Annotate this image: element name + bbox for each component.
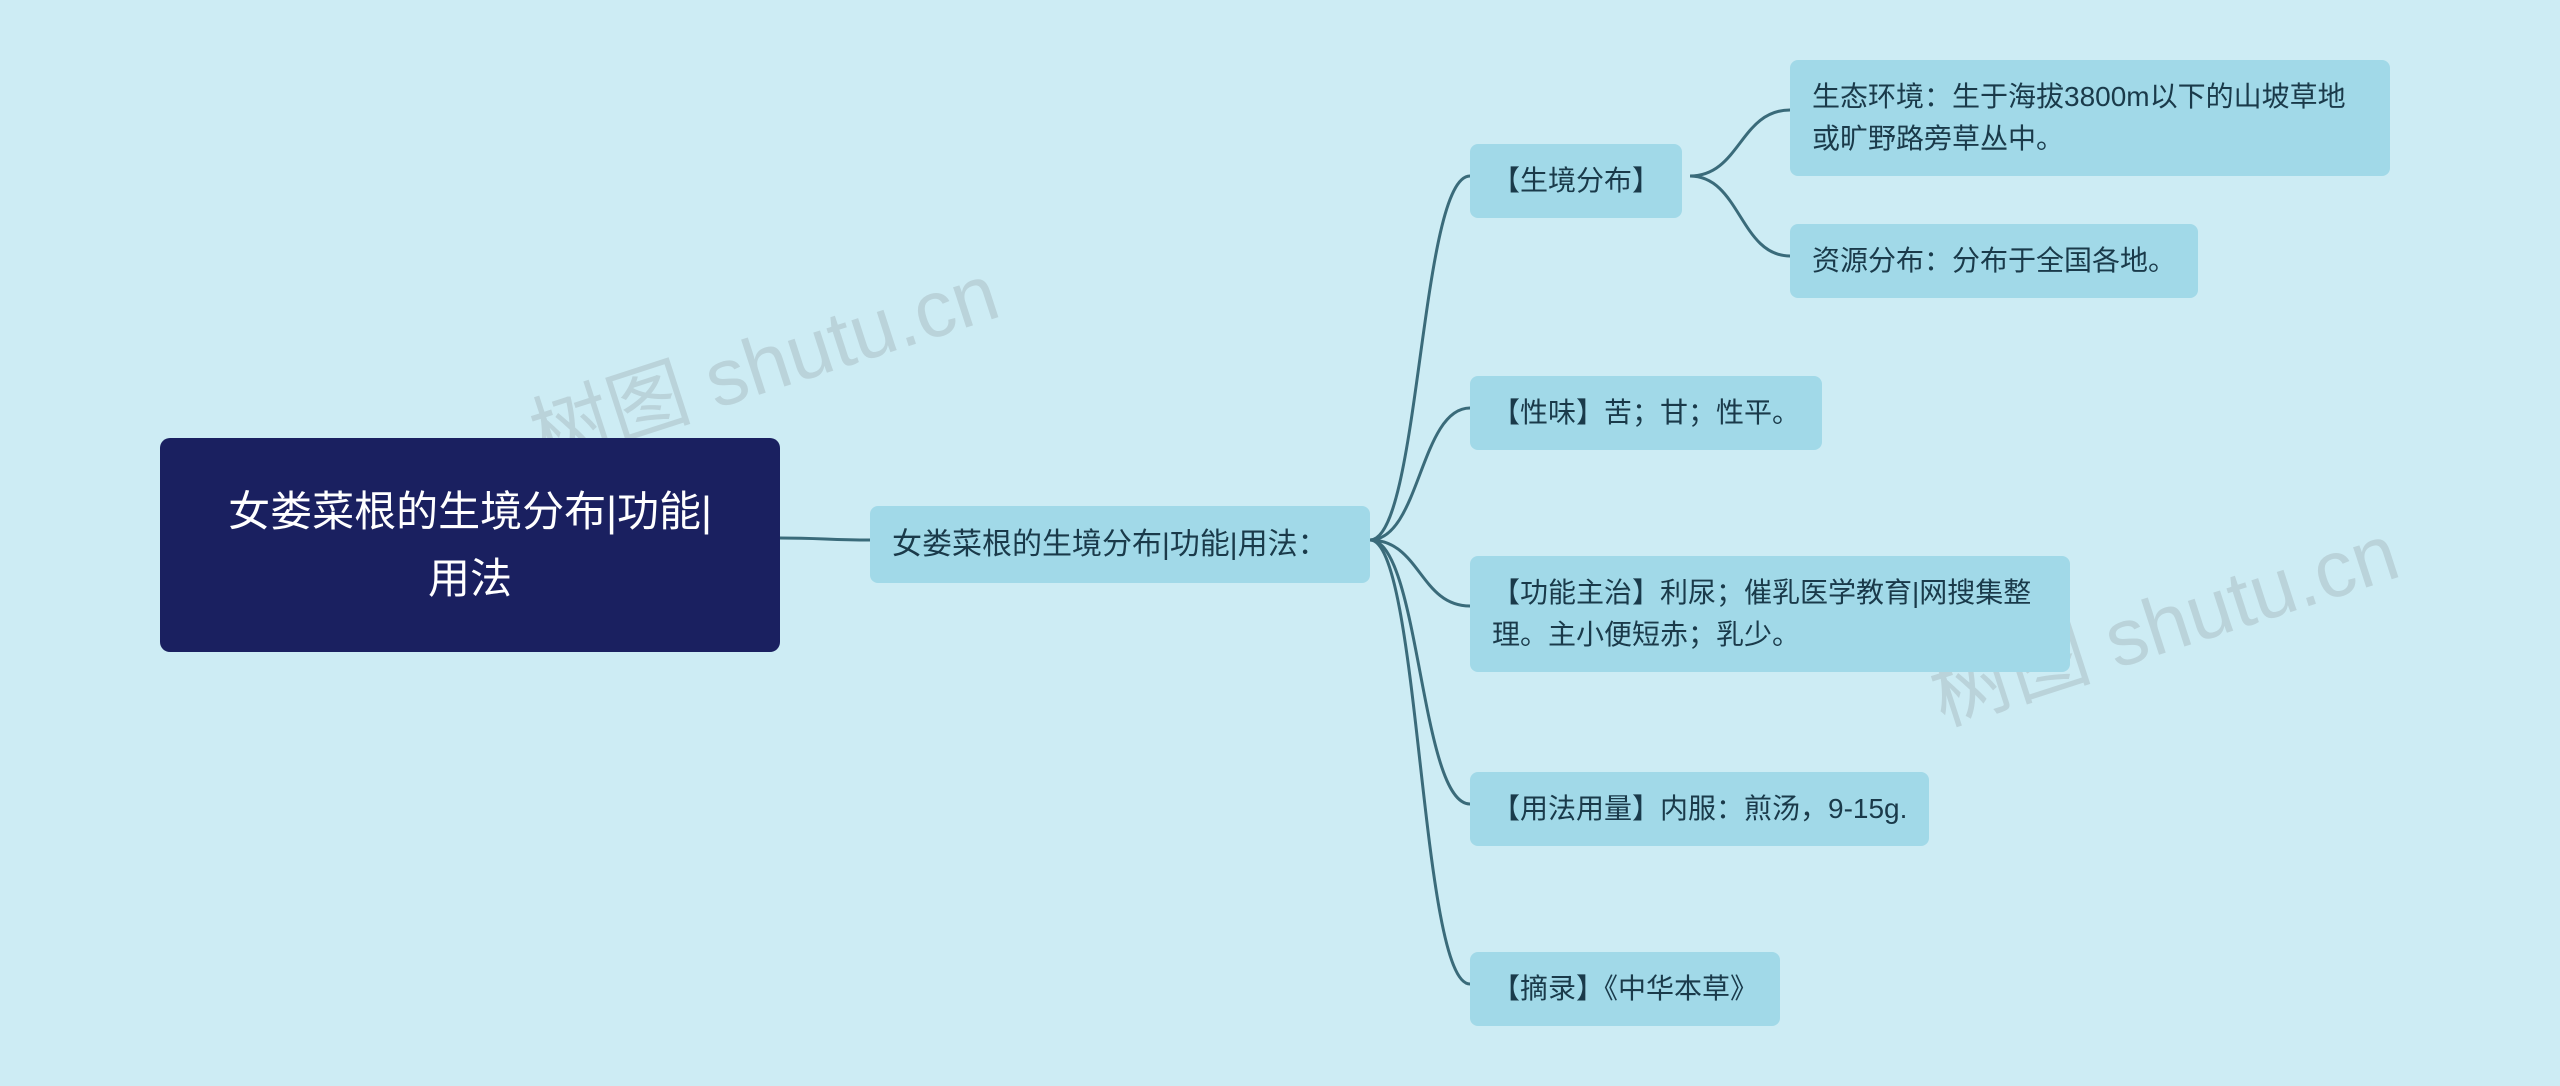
node-habitat[interactable]: 【生境分布】 (1470, 144, 1682, 218)
node-excerpt[interactable]: 【摘录】《中华本草》 (1470, 952, 1780, 1026)
node-habitat-label: 【生境分布】 (1492, 165, 1660, 196)
root-label: 女娄菜根的生境分布|功能| 用法 (228, 488, 712, 602)
root-node[interactable]: 女娄菜根的生境分布|功能| 用法 (160, 438, 780, 652)
node-usage-label: 【用法用量】内服：煎汤，9-15g. (1492, 793, 1907, 824)
node-habitat-child-0[interactable]: 生态环境：生于海拔3800m以下的山坡草地 或旷野路旁草丛中。 (1790, 60, 2390, 176)
level1-node[interactable]: 女娄菜根的生境分布|功能|用法： (870, 506, 1370, 583)
node-usage[interactable]: 【用法用量】内服：煎汤，9-15g. (1470, 772, 1929, 846)
node-habitat-child-1[interactable]: 资源分布：分布于全国各地。 (1790, 224, 2198, 298)
mindmap-container: 树图 shutu.cn 树图 shutu.cn 女娄菜根的生境分布|功能| 用法… (0, 0, 2560, 1086)
node-function[interactable]: 【功能主治】利尿；催乳医学教育|网搜集整 理。主小便短赤；乳少。 (1470, 556, 2070, 672)
node-habitat-child-1-label: 资源分布：分布于全国各地。 (1812, 245, 2176, 276)
node-excerpt-label: 【摘录】《中华本草》 (1492, 973, 1758, 1004)
node-taste-label: 【性味】苦；甘；性平。 (1492, 397, 1800, 428)
level1-label: 女娄菜根的生境分布|功能|用法： (892, 528, 1328, 561)
node-habitat-child-0-label: 生态环境：生于海拔3800m以下的山坡草地 或旷野路旁草丛中。 (1812, 81, 2346, 154)
node-taste[interactable]: 【性味】苦；甘；性平。 (1470, 376, 1822, 450)
node-function-label: 【功能主治】利尿；催乳医学教育|网搜集整 理。主小便短赤；乳少。 (1492, 577, 2031, 650)
